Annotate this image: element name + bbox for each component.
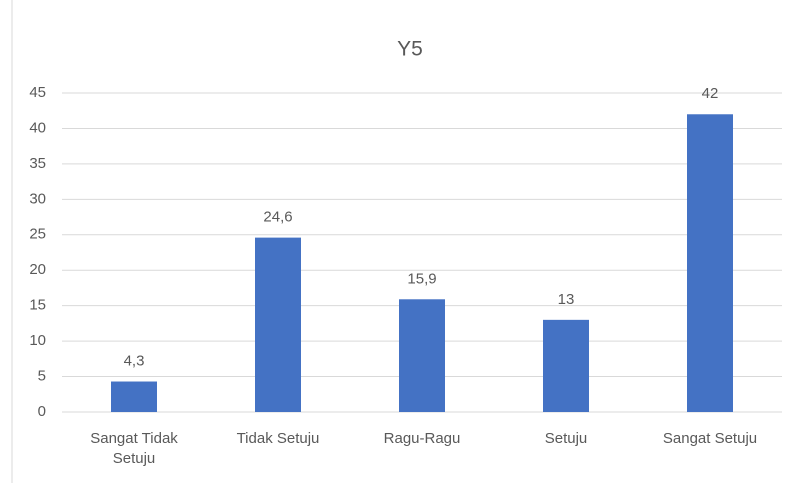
y-tick-label: 10 [29,332,46,349]
x-tick-label: Setuju [544,430,588,447]
y-tick-label: 40 [29,119,46,136]
y-tick-label: 15 [29,297,46,314]
y-tick-label: 30 [29,190,46,207]
x-tick-label: Tidak Setuju [236,430,320,447]
data-label: 24,6 [263,209,292,226]
data-label: 4,3 [124,352,145,369]
data-label: 13 [558,291,575,308]
y-tick-label: 20 [29,261,46,278]
data-label: 15,9 [407,270,436,287]
data-label: 42 [702,85,719,102]
y-tick-label: 5 [38,368,46,385]
y-tick-label: 35 [29,155,46,172]
chart-title: Y5 [397,38,423,61]
x-tick-label: Sangat Setuju [662,430,758,447]
y-tick-label: 45 [29,84,46,101]
x-tick-label: Ragu-Ragu [383,430,461,447]
y-tick-label: 25 [29,226,46,243]
x-tick-label: Sangat Tidak Setuju [90,430,178,467]
bar [255,237,301,412]
bar [687,114,733,413]
bar [111,381,157,412]
bar [399,299,445,412]
bar [543,319,589,412]
y-tick-label: 0 [38,403,46,420]
